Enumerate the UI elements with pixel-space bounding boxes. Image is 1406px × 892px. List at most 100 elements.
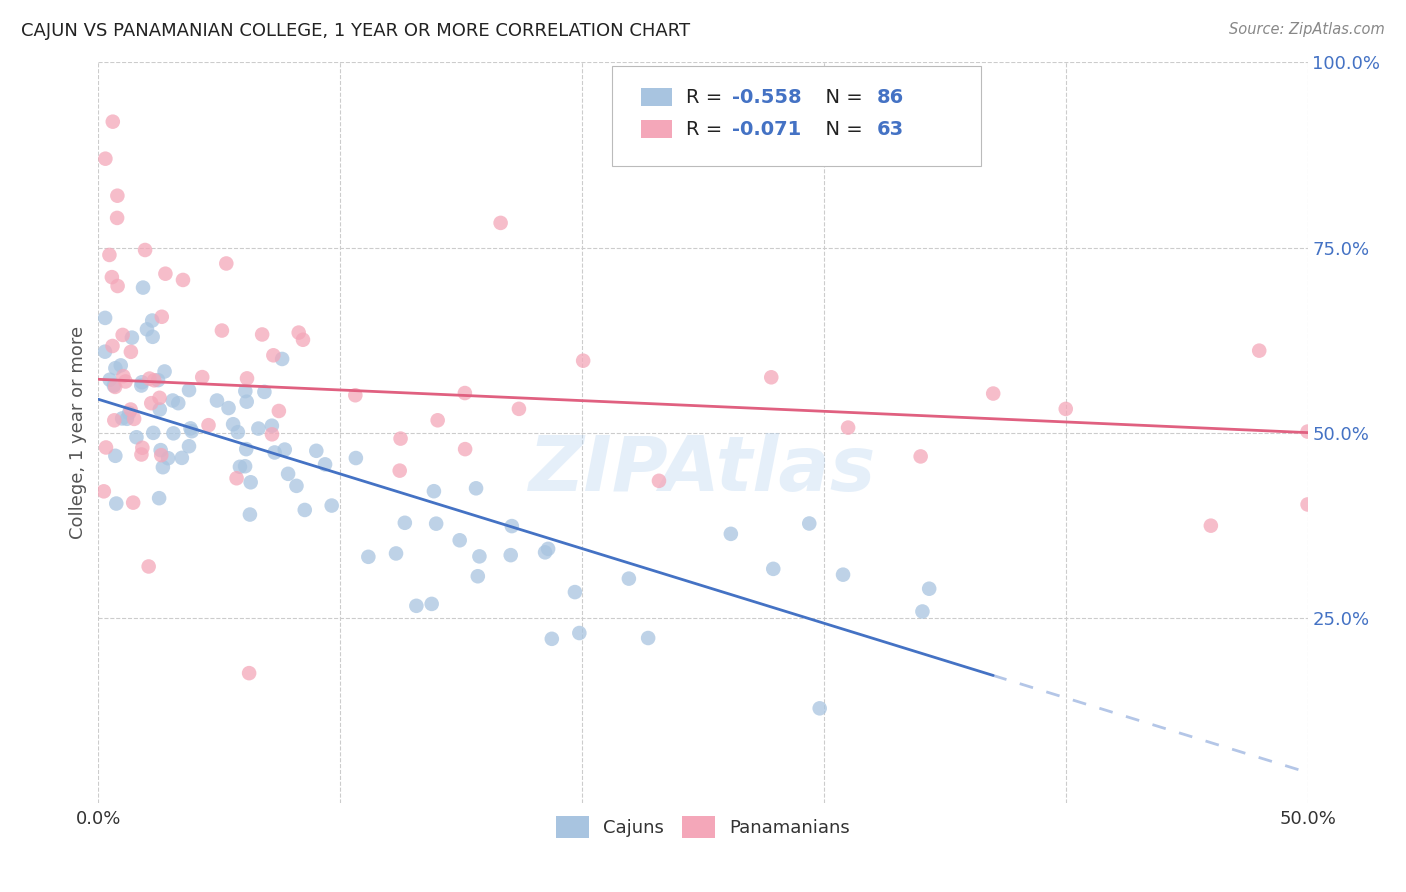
Point: [155, 267, 177, 281]
Text: N =: N =: [813, 87, 869, 107]
Text: -0.071: -0.071: [733, 120, 801, 138]
Point: [287, 326, 309, 340]
Point: [104, 361, 127, 376]
Point: [250, 327, 273, 342]
Point: [111, 411, 134, 425]
Point: [918, 582, 941, 596]
Point: [94, 310, 117, 325]
Point: [762, 562, 785, 576]
Point: [104, 449, 127, 463]
Point: [426, 413, 449, 427]
Text: Source: ZipAtlas.com: Source: ZipAtlas.com: [1229, 22, 1385, 37]
Point: [105, 497, 128, 511]
Point: [1199, 518, 1222, 533]
Point: [454, 442, 477, 457]
Point: [148, 491, 170, 505]
Point: [103, 413, 125, 427]
Point: [262, 348, 284, 362]
Point: [101, 270, 124, 285]
Point: [132, 280, 155, 294]
Point: [467, 569, 489, 583]
Point: [499, 548, 522, 562]
Point: [162, 393, 184, 408]
Point: [468, 549, 491, 564]
Point: [112, 369, 135, 384]
Point: [141, 313, 163, 327]
Point: [389, 432, 412, 446]
Point: [131, 441, 153, 455]
Point: [344, 450, 367, 465]
Point: [454, 386, 477, 401]
Y-axis label: College, 1 year or more: College, 1 year or more: [69, 326, 87, 539]
Point: [253, 384, 276, 399]
Point: [405, 599, 427, 613]
Text: R =: R =: [686, 120, 728, 138]
Point: [1296, 498, 1319, 512]
Point: [122, 412, 145, 426]
Point: [118, 406, 141, 420]
Point: [134, 243, 156, 257]
Point: [170, 450, 193, 465]
Point: [449, 533, 471, 548]
Point: [121, 331, 143, 345]
Legend: Cajuns, Panamanians: Cajuns, Panamanians: [548, 809, 858, 846]
Point: [167, 396, 190, 410]
Point: [981, 386, 1004, 401]
Point: [911, 605, 934, 619]
Point: [229, 459, 252, 474]
Point: [357, 549, 380, 564]
Point: [138, 559, 160, 574]
Point: [489, 216, 512, 230]
Point: [285, 479, 308, 493]
Point: [305, 443, 328, 458]
Point: [260, 418, 283, 433]
Point: [153, 364, 176, 378]
Point: [233, 459, 256, 474]
Point: [148, 391, 170, 405]
Point: [423, 484, 446, 499]
Bar: [641, 120, 672, 138]
Point: [146, 373, 169, 387]
Point: [215, 256, 238, 270]
Point: [238, 666, 260, 681]
Point: [136, 322, 159, 336]
Point: [105, 211, 128, 225]
Point: [205, 393, 228, 408]
Point: [1054, 401, 1077, 416]
Point: [537, 541, 560, 556]
Point: [104, 380, 127, 394]
Point: [191, 370, 214, 384]
Point: [534, 545, 557, 559]
Point: [131, 378, 153, 392]
Point: [808, 701, 831, 715]
Point: [271, 351, 294, 366]
Point: [197, 418, 219, 433]
Point: [540, 632, 562, 646]
Point: [120, 402, 142, 417]
Point: [225, 471, 247, 485]
Point: [761, 370, 783, 384]
Point: [239, 475, 262, 490]
Point: [799, 516, 821, 531]
Text: 63: 63: [877, 120, 904, 138]
Point: [152, 460, 174, 475]
Point: [115, 412, 138, 426]
Point: [103, 378, 125, 392]
Point: [236, 371, 259, 385]
Point: [294, 503, 316, 517]
Point: [98, 373, 121, 387]
Point: [150, 448, 173, 462]
Point: [98, 248, 121, 262]
Point: [247, 421, 270, 435]
Point: [141, 396, 163, 410]
Point: [572, 353, 595, 368]
Point: [568, 626, 591, 640]
Point: [222, 417, 245, 432]
Point: [648, 474, 671, 488]
Text: N =: N =: [813, 120, 869, 138]
Point: [425, 516, 447, 531]
Text: 86: 86: [877, 87, 904, 107]
Point: [177, 439, 200, 453]
Point: [94, 152, 117, 166]
Point: [94, 441, 117, 455]
